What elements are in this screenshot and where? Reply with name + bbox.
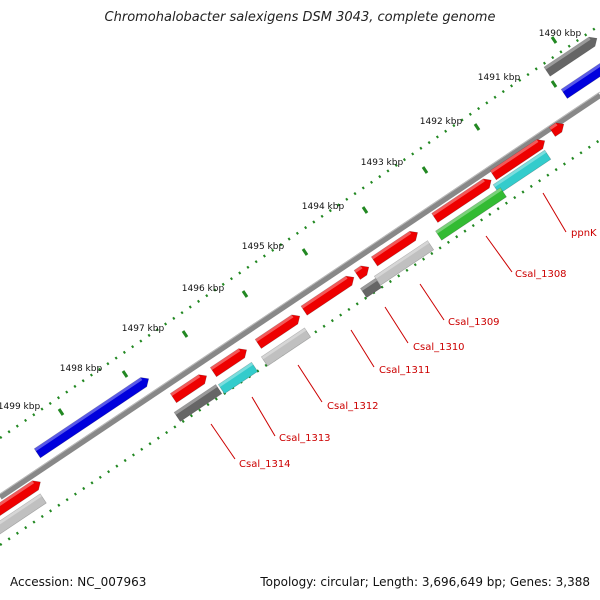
gene-feature-gray-light xyxy=(373,240,435,286)
gene-feature-green xyxy=(435,187,507,241)
gene-label-leader xyxy=(297,364,323,403)
gene-feature-cds xyxy=(548,122,565,137)
kbp-tick-mark xyxy=(241,290,249,298)
kbp-tick-mark xyxy=(550,80,558,88)
gene-feature-cds xyxy=(353,265,370,280)
gene-feature-gray-light xyxy=(260,327,312,367)
gene-label-leader xyxy=(419,283,445,321)
outer-tick-row xyxy=(0,23,600,440)
kbp-tick-mark xyxy=(361,206,369,214)
gene-label: Csal_1308 xyxy=(515,269,567,280)
gene-label: Csal_1313 xyxy=(279,433,331,444)
gene-feature-cds xyxy=(370,230,418,267)
gene-feature-cds xyxy=(209,348,247,378)
gene-label-leader xyxy=(384,306,409,344)
genome-backbone-highlight xyxy=(0,91,600,495)
gene-label: Csal_1309 xyxy=(448,317,500,328)
gene-label-leader xyxy=(542,192,567,233)
gene-features xyxy=(0,36,600,535)
kbp-tick-label: 1490 kbp xyxy=(539,29,582,39)
gene-feature-cyan xyxy=(217,361,259,395)
gene-feature-cds xyxy=(489,139,546,181)
kbp-tick-mark xyxy=(57,408,65,416)
gene-feature-cds xyxy=(254,314,301,349)
kbp-tick-mark xyxy=(473,123,481,131)
kbp-tick-label: 1497 kbp xyxy=(122,324,165,334)
map-title: Chromohalobacter salexigens DSM 3043, co… xyxy=(104,10,496,25)
gene-label: Csal_1310 xyxy=(413,342,465,353)
kbp-tick-mark xyxy=(301,248,309,256)
gene-labels: ppnK Csal_1308 Csal_1309 Csal_1310 Csal_1311… xyxy=(210,192,597,470)
genome-backbone xyxy=(0,92,600,500)
gene-feature-cds xyxy=(300,275,355,316)
kbp-tick-label: 1491 kbp xyxy=(478,73,521,83)
kbp-tick-label: 1493 kbp xyxy=(361,158,404,168)
gene-label-leader xyxy=(251,396,276,437)
kbp-tick-label: 1499 kbp xyxy=(0,402,40,412)
kbp-tick-label: 1496 kbp xyxy=(182,284,225,294)
gene-feature-cds xyxy=(431,178,492,223)
gene-label: Csal_1311 xyxy=(379,365,431,376)
kbp-tick-label: 1498 kbp xyxy=(60,364,103,374)
gene-label: Csal_1314 xyxy=(239,459,291,470)
kbp-tick-mark xyxy=(121,370,129,378)
kbp-tick-label: 1492 kbp xyxy=(420,117,463,127)
gene-label: Csal_1312 xyxy=(327,401,379,412)
gene-feature-gray-dark xyxy=(360,278,382,298)
genome-stats-text: Topology: circular; Length: 3,696,649 bp… xyxy=(260,575,590,589)
kbp-ticks: 1490 kbp 1491 kbp 1492 kbp 1493 kbp 1494 kbp… xyxy=(0,29,582,416)
gene-feature-gray-dark xyxy=(543,36,598,77)
kbp-tick-mark xyxy=(181,330,189,338)
kbp-tick-label: 1494 kbp xyxy=(302,202,345,212)
gene-feature-blue xyxy=(33,377,150,459)
gene-feature-gray-dark xyxy=(173,384,223,422)
kbp-tick-mark xyxy=(421,166,429,174)
kbp-tick-label: 1495 kbp xyxy=(242,242,285,252)
gene-feature-gray-light xyxy=(0,493,47,535)
gene-label-leader xyxy=(210,423,236,460)
kbp-tick-mark xyxy=(550,36,558,44)
gene-feature-cds xyxy=(169,374,207,404)
gene-label: ppnK xyxy=(571,228,597,239)
gene-feature-cds xyxy=(0,480,41,518)
gene-label-leader xyxy=(485,235,513,273)
accession-text: Accession: NC_007963 xyxy=(10,575,147,589)
gene-label-leader xyxy=(350,329,375,368)
gene-feature-blue xyxy=(560,61,600,99)
